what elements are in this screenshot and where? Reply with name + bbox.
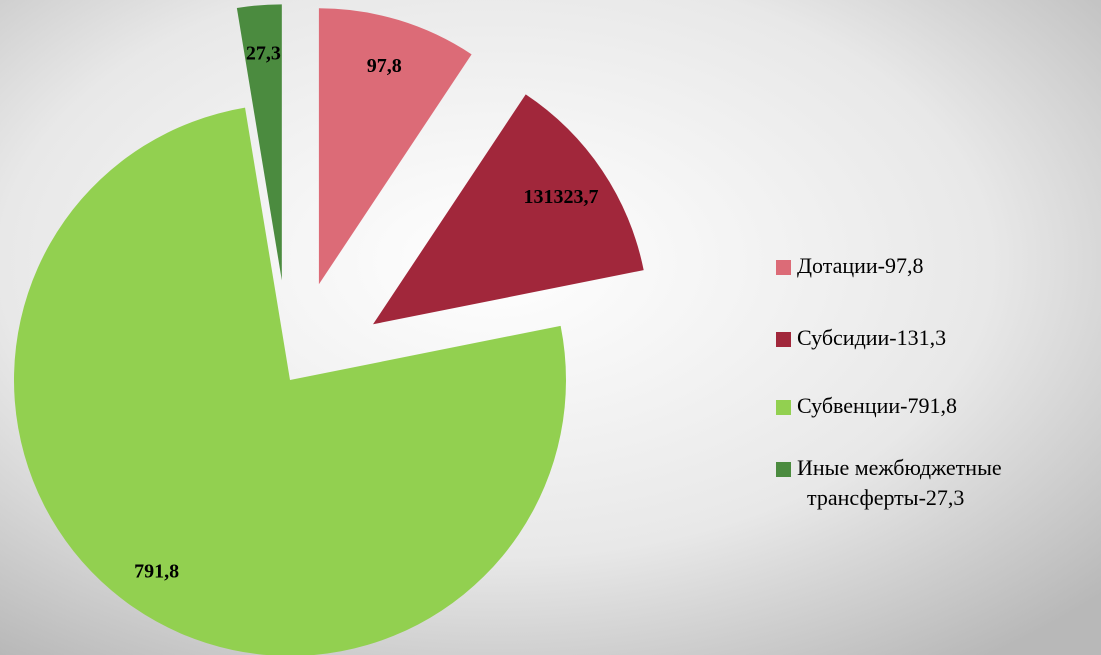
legend-swatch	[776, 332, 791, 347]
data-label: 27,3	[246, 42, 281, 64]
pie-slice	[236, 4, 282, 281]
legend-label: Субсидии-131,3	[797, 325, 946, 350]
legend-swatch	[776, 400, 791, 415]
legend-label: Субвенции-791,8	[797, 393, 957, 418]
legend: Дотации-97,8 Субсидии-131,3 Субвенции-791,…	[776, 253, 1002, 510]
data-label: 97,8	[367, 55, 402, 77]
data-label: 791,8	[134, 561, 179, 583]
pie: 97,8 131323,7 791,8 27,3	[14, 4, 644, 655]
legend-swatch	[776, 462, 791, 477]
pie-slice	[373, 94, 644, 325]
legend-swatch	[776, 260, 791, 275]
pie-slice	[14, 107, 566, 655]
legend-label: Дотации-97,8	[797, 253, 924, 278]
legend-label: Иные межбюджетные трансферты-27,3	[797, 455, 1002, 510]
data-label: 131323,7	[523, 186, 598, 208]
pie-slice	[318, 8, 472, 285]
